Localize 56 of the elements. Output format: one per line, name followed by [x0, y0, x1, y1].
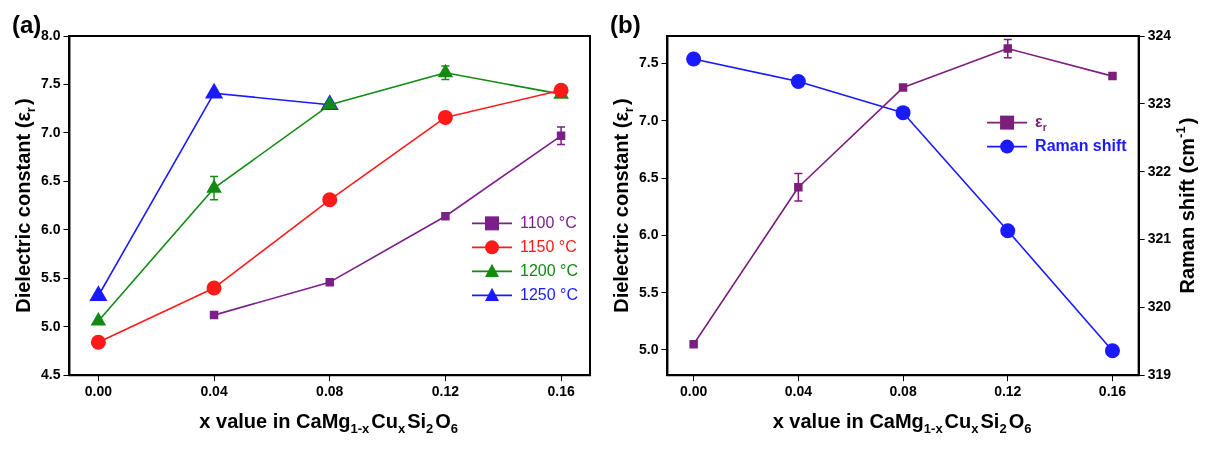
x-tick-label: 0.12 — [431, 383, 460, 400]
x-tick-label: 0.08 — [316, 383, 344, 400]
point — [790, 73, 806, 89]
y2-tick-label: 320 — [1147, 298, 1172, 315]
y2-tick-label: 324 — [1147, 26, 1172, 43]
point — [325, 277, 334, 287]
legend-label: 1150 °C — [520, 237, 577, 255]
y-tick-label: 6.0 — [40, 220, 61, 237]
x-tick-label: 0.04 — [200, 383, 228, 400]
legend-label: 1250 °C — [520, 285, 579, 303]
y2-tick-label: 319 — [1147, 366, 1172, 383]
point — [204, 82, 224, 99]
legend-label: 1100 °C — [520, 213, 577, 231]
x-tick-label: 0.16 — [547, 383, 575, 400]
y-tick-label: 5.5 — [638, 283, 659, 300]
y-axis-title: Dielectric constant (εr) — [609, 98, 636, 313]
y-tick-label: 6.0 — [638, 226, 659, 243]
legend-label: 1200 °C — [520, 261, 579, 279]
y2-tick-label: 321 — [1147, 230, 1172, 247]
y-tick-label: 4.5 — [40, 366, 61, 383]
chart-title: (a) — [12, 10, 42, 38]
x-tick-label: 0.12 — [994, 383, 1022, 400]
y-tick-label: 7.0 — [638, 111, 659, 128]
chart-title: (b) — [610, 10, 641, 38]
point — [1104, 343, 1120, 359]
point — [437, 109, 453, 125]
y-tick-label: 6.5 — [638, 168, 659, 185]
point — [689, 340, 698, 349]
x-tick-label: 0.00 — [680, 383, 708, 400]
y-tick-label: 7.0 — [40, 123, 61, 140]
y-tick-label: 7.5 — [638, 54, 659, 71]
y-tick-label: 7.5 — [40, 75, 61, 92]
y2-tick-label: 323 — [1147, 94, 1172, 111]
x-tick-label: 0.00 — [84, 383, 113, 400]
point — [90, 334, 106, 350]
point — [686, 51, 702, 67]
point — [1108, 71, 1117, 81]
y-tick-label: 5.0 — [638, 340, 659, 357]
y-axis-title: Dielectric constant (εr) — [11, 98, 38, 313]
y-tick-label: 5.5 — [40, 269, 61, 286]
y2-tick-label: 322 — [1147, 162, 1172, 179]
x-tick-label: 0.16 — [1098, 383, 1127, 400]
y-tick-label: 6.5 — [40, 172, 61, 189]
point — [1000, 223, 1016, 239]
point — [794, 183, 803, 192]
point — [898, 83, 908, 92]
point — [895, 105, 911, 121]
y-tick-label: 8.0 — [40, 26, 61, 43]
legend-label: Raman shift — [1035, 137, 1128, 155]
point — [322, 192, 338, 208]
y2-axis-title: Raman shift (cm-1) — [1172, 117, 1198, 294]
point — [441, 212, 450, 221]
x-tick-label: 0.08 — [889, 383, 917, 400]
x-tick-label: 0.04 — [784, 383, 813, 400]
point — [206, 280, 222, 296]
y-tick-label: 5.0 — [40, 317, 61, 334]
